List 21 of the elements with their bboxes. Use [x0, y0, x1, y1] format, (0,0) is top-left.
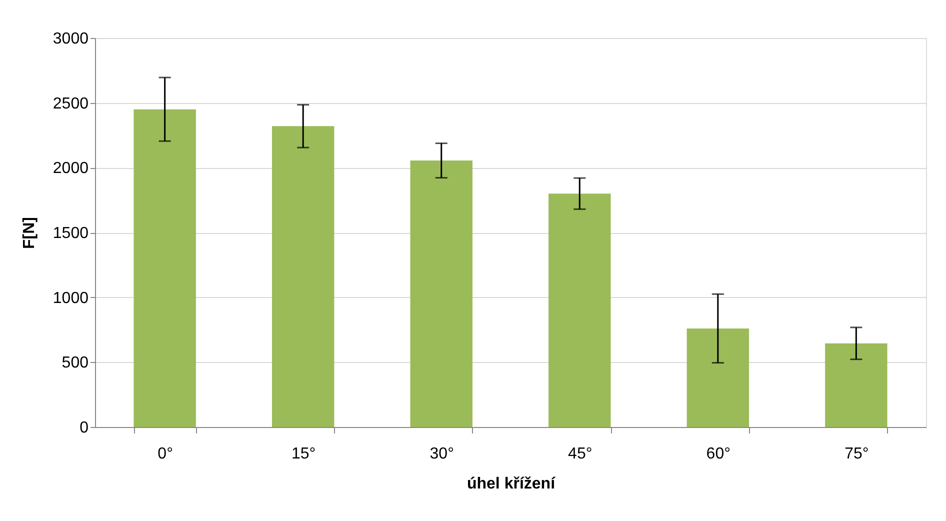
bar: [410, 160, 472, 427]
y-tick-label: 3000: [52, 30, 89, 48]
y-axis-title: F[N]: [20, 217, 38, 249]
x-tick-label: 75°: [844, 446, 869, 462]
bar: [548, 194, 611, 427]
x-tick-label: 60°: [706, 446, 731, 462]
y-tick-label: 0: [80, 420, 89, 436]
y-tick-label: 500: [62, 354, 89, 372]
x-tick-label: 30°: [430, 446, 454, 462]
bar: [272, 126, 334, 427]
y-tick-label: 1500: [52, 225, 89, 242]
bar: [825, 343, 888, 427]
x-tick-label: 15°: [291, 446, 316, 462]
x-tick-label: 45°: [568, 446, 592, 462]
bar: [686, 328, 750, 427]
y-tick-label: 2500: [52, 95, 89, 112]
bar: [134, 109, 196, 427]
y-tick-label: 2000: [52, 160, 89, 178]
x-tick-label: 0°: [158, 446, 173, 462]
x-axis-title: úhel křížení: [466, 476, 556, 492]
y-tick-label: 1000: [52, 290, 89, 307]
